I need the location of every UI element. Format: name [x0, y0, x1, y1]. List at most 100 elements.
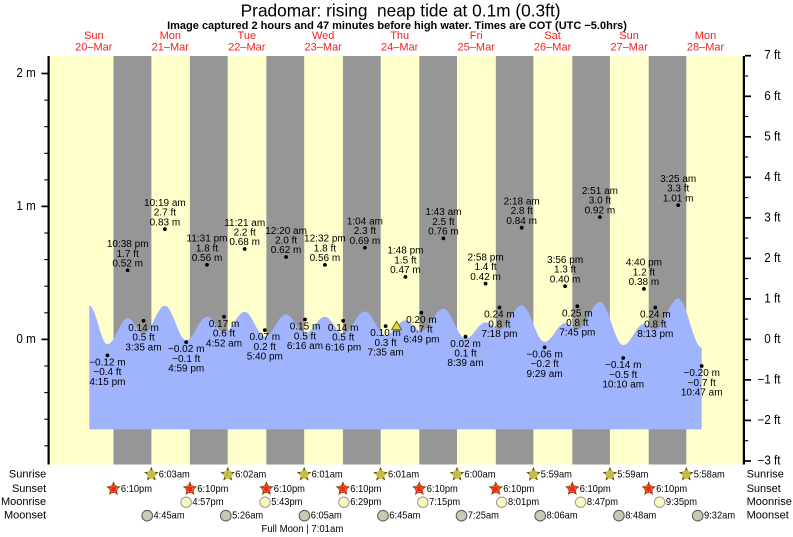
svg-text:0.25 m: 0.25 m	[562, 308, 593, 319]
svg-text:4:40 pm: 4:40 pm	[626, 258, 662, 269]
svg-text:0.2 ft: 0.2 ft	[254, 342, 276, 353]
svg-text:2.2 ft: 2.2 ft	[234, 228, 256, 239]
svg-text:2.7 ft: 2.7 ft	[154, 208, 176, 219]
svg-text:11:21 am: 11:21 am	[224, 218, 265, 229]
svg-text:Image captured 2 hours and 47: Image captured 2 hours and 47 minutes be…	[167, 20, 627, 32]
svg-text:0.24 m: 0.24 m	[640, 310, 671, 321]
svg-text:2 ft: 2 ft	[764, 251, 781, 265]
svg-text:Fri: Fri	[470, 30, 483, 42]
svg-text:9:32am: 9:32am	[704, 510, 735, 522]
svg-text:6:10pm: 6:10pm	[656, 483, 687, 495]
svg-text:5:58am: 5:58am	[694, 468, 725, 480]
svg-text:1 ft: 1 ft	[764, 291, 781, 305]
svg-text:4 ft: 4 ft	[764, 170, 781, 184]
svg-text:0 m: 0 m	[16, 332, 35, 346]
svg-text:3 ft: 3 ft	[764, 210, 781, 224]
svg-text:2.5 ft: 2.5 ft	[432, 217, 454, 228]
svg-text:0.40 m: 0.40 m	[550, 274, 581, 285]
svg-text:Moonset: Moonset	[747, 510, 789, 522]
svg-text:0.1 ft: 0.1 ft	[454, 349, 476, 360]
svg-text:0.15 m: 0.15 m	[290, 322, 321, 333]
svg-text:−0.02 m: −0.02 m	[168, 344, 204, 355]
svg-text:1.4 ft: 1.4 ft	[474, 262, 496, 273]
svg-text:0.02 m: 0.02 m	[450, 339, 481, 350]
svg-text:3.3 ft: 3.3 ft	[667, 184, 689, 195]
svg-text:0.5 ft: 0.5 ft	[294, 331, 316, 342]
svg-text:5:26am: 5:26am	[232, 510, 263, 522]
svg-text:6:49 pm: 6:49 pm	[403, 334, 439, 345]
svg-text:10:19 am: 10:19 am	[144, 198, 186, 209]
svg-text:2:18 am: 2:18 am	[504, 197, 540, 208]
svg-text:0.69 m: 0.69 m	[350, 236, 381, 247]
svg-text:6:01am: 6:01am	[312, 468, 343, 480]
svg-text:−0.20 m: −0.20 m	[683, 368, 719, 379]
svg-text:0.68 m: 0.68 m	[229, 237, 260, 248]
svg-text:6:45am: 6:45am	[389, 510, 420, 522]
svg-text:Moonrise: Moonrise	[747, 496, 792, 508]
svg-text:6:16 am: 6:16 am	[287, 341, 323, 352]
svg-text:0.47 m: 0.47 m	[390, 265, 421, 276]
svg-text:28–Mar: 28–Mar	[687, 42, 725, 54]
svg-text:2.8 ft: 2.8 ft	[511, 206, 533, 217]
svg-text:8:01pm: 8:01pm	[508, 496, 539, 508]
svg-text:12:32 pm: 12:32 pm	[304, 234, 346, 245]
svg-text:−2 ft: −2 ft	[758, 413, 781, 427]
svg-text:Sunrise: Sunrise	[747, 468, 784, 480]
svg-text:−1 ft: −1 ft	[758, 372, 781, 386]
svg-text:6:03am: 6:03am	[159, 468, 190, 480]
svg-text:0.24 m: 0.24 m	[484, 310, 515, 321]
svg-text:0.6 ft: 0.6 ft	[213, 329, 235, 340]
svg-text:6:02am: 6:02am	[235, 468, 266, 480]
svg-text:8:13 pm: 8:13 pm	[637, 329, 673, 340]
svg-text:8:48am: 8:48am	[625, 510, 656, 522]
svg-text:0.62 m: 0.62 m	[271, 245, 302, 256]
svg-text:Tue: Tue	[238, 30, 257, 42]
svg-text:8:39 am: 8:39 am	[447, 358, 483, 369]
svg-text:−0.12 m: −0.12 m	[89, 358, 125, 369]
svg-text:27–Mar: 27–Mar	[610, 42, 648, 54]
svg-text:9:29 am: 9:29 am	[527, 369, 563, 380]
svg-text:−0.1 ft: −0.1 ft	[172, 354, 200, 365]
svg-text:1.2 ft: 1.2 ft	[633, 267, 655, 278]
svg-text:Pradomar: rising neap tide at: Pradomar: rising neap tide at 0.1m (0.3f…	[241, 1, 561, 21]
svg-text:1 m: 1 m	[16, 199, 35, 213]
svg-text:Thu: Thu	[390, 30, 409, 42]
svg-text:Sat: Sat	[544, 30, 561, 42]
svg-text:0.20 m: 0.20 m	[406, 315, 437, 326]
svg-text:2:51 am: 2:51 am	[582, 186, 618, 197]
svg-text:2.0 ft: 2.0 ft	[275, 236, 297, 247]
svg-text:0.42 m: 0.42 m	[470, 272, 501, 283]
svg-text:0.84 m: 0.84 m	[506, 216, 537, 227]
svg-text:6:10pm: 6:10pm	[350, 483, 381, 495]
svg-text:0.3 ft: 0.3 ft	[374, 338, 396, 349]
svg-text:3.0 ft: 3.0 ft	[589, 196, 611, 207]
svg-text:3:56 pm: 3:56 pm	[547, 255, 583, 266]
svg-text:0.8 ft: 0.8 ft	[488, 319, 510, 330]
svg-text:Sunrise: Sunrise	[9, 468, 46, 480]
svg-text:0.8 ft: 0.8 ft	[644, 319, 666, 330]
svg-text:0.8 ft: 0.8 ft	[566, 318, 588, 329]
svg-text:6:01am: 6:01am	[388, 468, 419, 480]
svg-text:Moonrise: Moonrise	[1, 496, 46, 508]
svg-text:0.7 ft: 0.7 ft	[410, 325, 432, 336]
svg-text:6:29pm: 6:29pm	[350, 496, 381, 508]
svg-text:26–Mar: 26–Mar	[534, 42, 572, 54]
svg-text:5 ft: 5 ft	[764, 129, 781, 143]
svg-text:−0.14 m: −0.14 m	[605, 360, 641, 371]
svg-text:2 m: 2 m	[16, 66, 35, 80]
svg-text:1:48 pm: 1:48 pm	[387, 246, 423, 257]
svg-text:11:31 pm: 11:31 pm	[187, 234, 228, 245]
svg-text:6 ft: 6 ft	[764, 89, 781, 103]
svg-text:21–Mar: 21–Mar	[152, 42, 190, 54]
svg-text:3:35 am: 3:35 am	[125, 342, 161, 353]
svg-text:1.3 ft: 1.3 ft	[554, 265, 576, 276]
svg-text:0.14 m: 0.14 m	[328, 323, 359, 334]
svg-text:Sun: Sun	[84, 30, 104, 42]
svg-text:0.07 m: 0.07 m	[250, 332, 281, 343]
svg-text:0.14 m: 0.14 m	[128, 323, 159, 334]
svg-text:Mon: Mon	[160, 30, 181, 42]
svg-text:6:10pm: 6:10pm	[503, 483, 534, 495]
svg-text:0.52 m: 0.52 m	[112, 259, 143, 270]
svg-text:Sunset: Sunset	[747, 483, 781, 495]
svg-text:6:10pm: 6:10pm	[274, 483, 305, 495]
